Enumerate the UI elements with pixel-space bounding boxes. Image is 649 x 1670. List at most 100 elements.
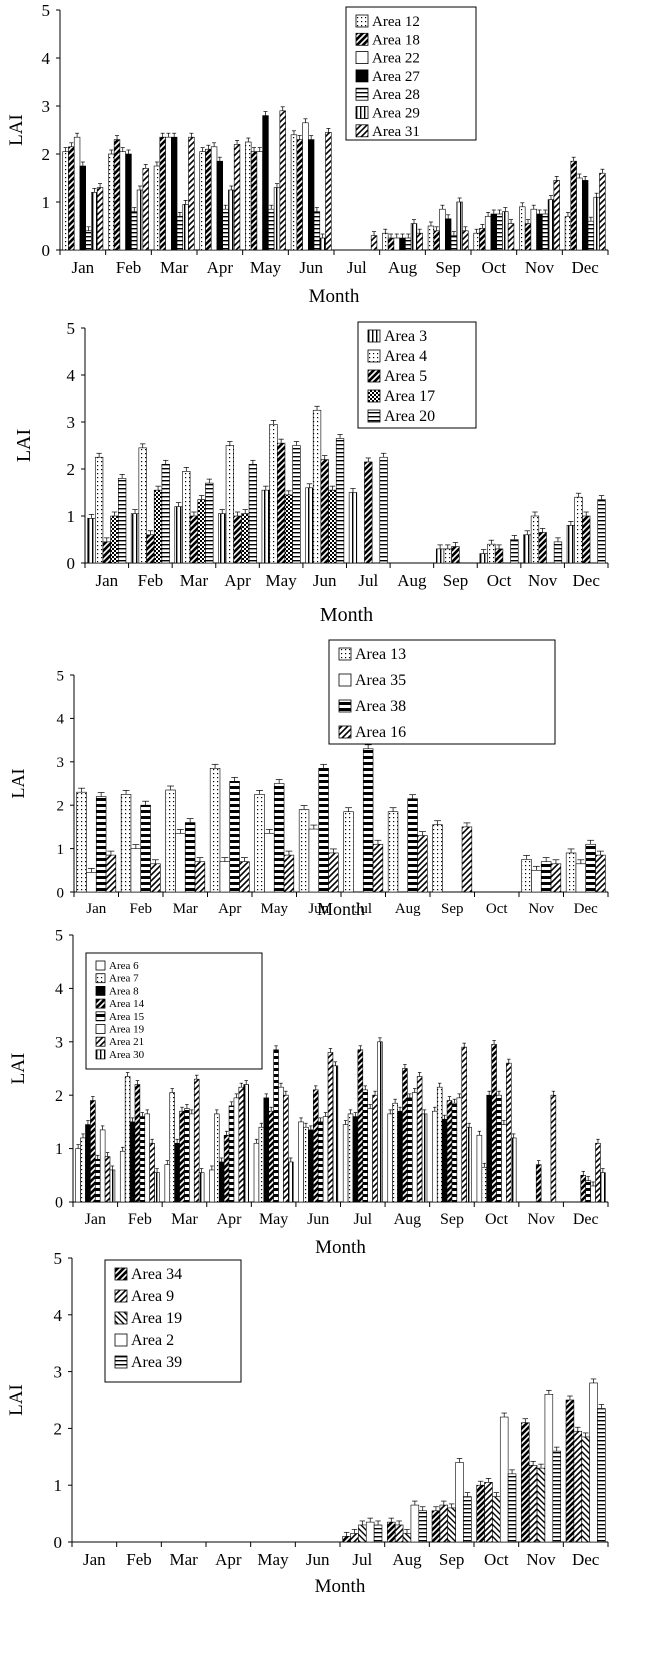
bar [499, 1416, 509, 1543]
x-tick-label: Jun [313, 571, 337, 590]
bar [273, 1049, 279, 1203]
legend-label: Area 21 [109, 1036, 144, 1048]
x-tick-label: Jun [308, 901, 329, 917]
bar [547, 199, 555, 251]
bar [317, 1121, 324, 1203]
bar [228, 189, 235, 251]
bar [416, 232, 423, 251]
bar [303, 1126, 309, 1203]
bar [292, 445, 301, 564]
y-axis-title: LAI [8, 1053, 29, 1085]
bar [521, 1422, 530, 1543]
x-tick-label: May [266, 571, 298, 590]
legend-label: Area 14 [109, 998, 145, 1010]
bar [487, 543, 496, 564]
bar [435, 548, 445, 564]
bar [585, 843, 596, 893]
bar [105, 854, 117, 893]
y-tick-label: 2 [54, 1419, 63, 1438]
legend-label: Area 38 [355, 698, 406, 715]
legend-swatch [338, 725, 352, 739]
y-tick-label: 1 [67, 507, 76, 526]
bar [565, 1399, 575, 1543]
bar [165, 789, 176, 893]
x-tick-label: Apr [215, 1550, 242, 1569]
bar [476, 1484, 485, 1543]
y-tick-label: 2 [67, 460, 76, 479]
bar [73, 136, 81, 251]
bar [320, 459, 329, 564]
legend-label: Area 2 [131, 1332, 174, 1349]
bar [496, 1094, 502, 1203]
bar [510, 539, 519, 564]
bar [290, 134, 298, 251]
bar [218, 1161, 225, 1203]
bar [399, 237, 406, 251]
x-tick-label: Dec [572, 1550, 600, 1569]
y-tick-label: 0 [54, 1533, 63, 1552]
bar [335, 438, 345, 564]
y-tick-label: 0 [67, 554, 76, 573]
x-tick-label: Feb [138, 571, 164, 590]
x-tick-label: Nov [528, 901, 554, 917]
bar [595, 854, 606, 893]
bar [182, 471, 191, 564]
bar [574, 496, 583, 564]
bar [377, 1041, 383, 1203]
bar [239, 861, 250, 893]
legend-label: Area 16 [355, 724, 406, 741]
bar [446, 1100, 453, 1203]
bar [528, 1465, 538, 1543]
bar [597, 499, 606, 564]
legend-swatch [355, 51, 369, 64]
bar [417, 835, 428, 893]
bar [263, 1097, 270, 1203]
bar [550, 863, 562, 893]
legend-swatch [367, 409, 381, 423]
legend-swatch [114, 1267, 128, 1281]
x-tick-label: Feb [116, 258, 142, 277]
x-tick-label: Apr [217, 1211, 243, 1228]
x-tick-label: Jan [83, 1550, 106, 1569]
y-tick-label: 3 [55, 1034, 63, 1051]
legend-label: Area 27 [372, 69, 420, 85]
bar [278, 1086, 284, 1203]
bar [365, 1521, 375, 1543]
bar [241, 513, 250, 564]
bar [491, 1044, 497, 1203]
y-tick-label: 5 [67, 319, 76, 338]
x-tick-label: Jul [353, 1211, 372, 1228]
bar [552, 1450, 561, 1543]
legend-label: Area 4 [384, 348, 427, 365]
legend-swatch [95, 1024, 106, 1034]
bar [144, 1113, 150, 1203]
chart-panel-3: 0 1 2 3 4 5 Jan Feb Mar Apr May Jun Jul Aug Sep Oct Nov D… [8, 639, 609, 919]
bar [402, 1533, 412, 1543]
bar [153, 489, 163, 564]
bar [379, 456, 388, 564]
y-tick-label: 0 [57, 885, 65, 901]
bar [110, 515, 119, 564]
bar [308, 1129, 314, 1203]
bar [479, 553, 488, 564]
bar [182, 204, 189, 251]
bar [536, 1467, 546, 1543]
bar [328, 852, 339, 893]
bar [431, 1510, 441, 1543]
bar [597, 1408, 606, 1543]
y-tick-label: 4 [57, 712, 65, 728]
bar [372, 843, 384, 893]
x-tick-label: Aug [388, 258, 418, 277]
bar [372, 1094, 378, 1203]
bar [283, 1094, 289, 1203]
bar [565, 852, 577, 893]
legend-swatch [367, 329, 381, 343]
bar [113, 139, 121, 251]
bar [209, 1169, 215, 1203]
bar [370, 235, 378, 251]
x-tick-label: Aug [395, 901, 421, 917]
y-tick-label: 4 [67, 366, 76, 385]
bar [490, 213, 498, 251]
bar [439, 1504, 449, 1543]
bar [411, 1092, 418, 1203]
